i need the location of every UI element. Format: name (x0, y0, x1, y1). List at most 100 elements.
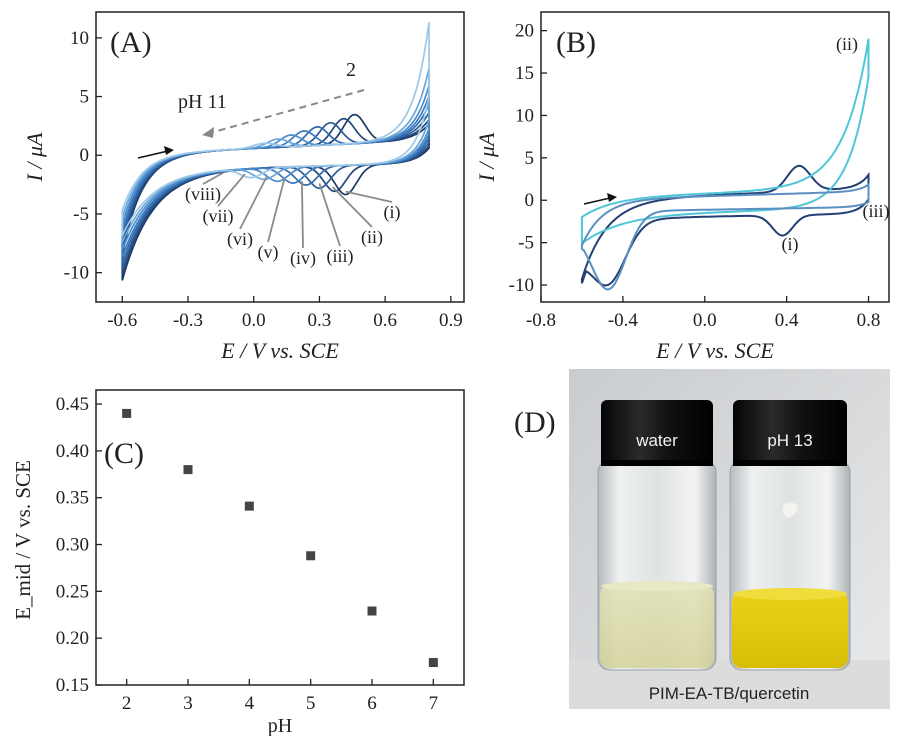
vial-water-meniscus (601, 581, 713, 591)
panel-a-callout-line (217, 173, 246, 207)
panel-b-curves (580, 38, 870, 291)
panel-c-ytick-label: 0.40 (56, 441, 89, 462)
panel-d-photo: water pH 13 PIM-EA-TB/quercetin (D) (514, 369, 890, 709)
panel-b-curve-label-iii: (iii) (863, 201, 890, 222)
panel-b-scan-arrowhead (607, 193, 617, 202)
panel-c-xtick-label: 3 (183, 693, 193, 714)
panel-b-ytick-label: 5 (525, 148, 535, 169)
panel-b-xlabel: E / V vs. SCE (655, 338, 774, 363)
panel-a-ticks: -0.6 -0.3 0.0 0.3 0.6 0.9 -10 -5 0 5 10 (64, 28, 463, 331)
panel-a-callout-line (331, 186, 373, 228)
panel-c-point (244, 501, 254, 511)
panel-c-xtick-label: 4 (245, 693, 255, 714)
panel-a-frame (95, 11, 465, 303)
panel-b-ytick-label: -5 (518, 233, 534, 254)
panel-b-ticks: -0.8 -0.4 0.0 0.4 0.8 -10 -5 0 5 10 15 20 (509, 21, 881, 331)
panel-b-curve-label-ii: (ii) (836, 34, 858, 55)
panel-b-xtick-label: 0.0 (693, 310, 717, 331)
panel-a-curve-label: (iv) (290, 248, 316, 269)
vial-ph13-cap (733, 400, 847, 466)
panel-a-xtick-label: -0.6 (107, 310, 137, 331)
panel-c-xlabel: pH (268, 715, 292, 736)
panel-c-point (306, 551, 316, 561)
panel-a-callout-line (267, 178, 286, 243)
panel-c-point (183, 465, 193, 475)
panel-a-xtick-label: 0.3 (308, 310, 332, 331)
panel-b-ytick-label: 20 (515, 21, 534, 42)
panel-c-points (122, 408, 438, 668)
panel-b-ytick-label: 15 (515, 63, 534, 84)
panel-b-scan-arrow (583, 197, 611, 205)
panel-a-curve-label: (iii) (327, 246, 354, 267)
vial-ph13-liquid (732, 592, 848, 668)
panel-b-xtick-label: 0.4 (775, 310, 799, 331)
panel-a-xlabel: E / V vs. SCE (220, 338, 339, 363)
panel-a-ph-annotation: pH 11 (178, 91, 227, 113)
panel-c-point (367, 606, 377, 616)
panel-b-series-3 (580, 182, 870, 291)
panel-c-xtick-label: 7 (429, 693, 439, 714)
vial-water-label: water (635, 431, 678, 450)
panel-b-ytick-label: 10 (515, 105, 534, 126)
photo-caption: PIM-EA-TB/quercetin (649, 684, 810, 703)
panel-a-xtick-label: 0.9 (439, 310, 463, 331)
panel-a-ytick-label: 10 (70, 28, 89, 49)
panel-a-callout-line (318, 183, 341, 247)
panel-c-ytick-label: 0.30 (56, 535, 89, 556)
vial-ph13-cap-ridge (733, 460, 847, 466)
panel-a-dashed-arrowhead (202, 127, 214, 138)
panel-c-point (428, 658, 438, 668)
panel-a-callout-line (301, 181, 304, 249)
panel-c-ytick-label: 0.20 (56, 628, 89, 649)
panel-c-ylabel: E_mid / V vs. SCE (11, 460, 35, 620)
vial-water-cap (601, 400, 713, 466)
vial-ph13-label: pH 13 (767, 431, 812, 450)
panel-a-scan-arrow (137, 150, 169, 159)
panel-a-series-8 (121, 22, 430, 237)
panel-a-label: (A) (110, 26, 152, 59)
panel-a-xtick-label: 0.6 (373, 310, 397, 331)
panel-b-ytick-label: -10 (509, 275, 534, 296)
panel-a-callout-line (239, 175, 268, 230)
panel-c-ytick-label: 0.25 (56, 581, 89, 602)
panel-a-curve-label: (vii) (203, 206, 234, 227)
panel-a-curve-label: (vi) (227, 229, 253, 250)
panel-c-point (122, 408, 132, 418)
panel-a-curve-label: (v) (258, 242, 279, 263)
panel-a-ytick-label: -5 (73, 204, 89, 225)
panel-c-ytick-label: 0.35 (56, 488, 89, 509)
panel-b-curve-label-i: (i) (782, 234, 799, 255)
panel-a-ytick-label: 0 (80, 145, 90, 166)
vial-ph13-meniscus (733, 588, 847, 600)
panel-b-chart: -0.8 -0.4 0.0 0.4 0.8 -10 -5 0 5 10 15 20 (B) (i) (… (474, 11, 890, 363)
panel-c-ticks: 2 3 4 5 6 7 0.15 0.20 0.25 0.30 0.35 0.40 0.45 (56, 394, 438, 714)
panel-a-2-annotation: 2 (346, 59, 356, 81)
vial-ph13: pH 13 (729, 400, 851, 671)
panel-a-callout-line (345, 190, 393, 203)
panel-a-curve-label: (i) (384, 202, 401, 223)
panel-a-ylabel: I / μA (22, 132, 47, 182)
panel-a-dashed-arrow (209, 89, 365, 134)
panel-b-frame (540, 11, 890, 303)
panel-a-curves (121, 22, 430, 281)
panel-b-xtick-label: -0.8 (526, 310, 556, 331)
vial-ph13-film (782, 502, 798, 518)
panel-c-ytick-label: 0.45 (56, 394, 89, 415)
panel-c-xtick-label: 6 (367, 693, 377, 714)
panel-b-series-1 (580, 164, 870, 287)
panel-a-callout-line (202, 172, 224, 185)
panel-b-xtick-label: 0.8 (857, 310, 881, 331)
panel-a-curve-label: (ii) (361, 227, 383, 248)
panel-b-ylabel: I / μA (474, 132, 499, 182)
panel-c-xtick-label: 2 (122, 693, 132, 714)
panel-a-scan-arrowhead (164, 146, 174, 155)
vial-water-cap-ridge (601, 460, 713, 466)
panel-c-chart: 2 3 4 5 6 7 0.15 0.20 0.25 0.30 0.35 0.40 0.45 (C) p… (11, 389, 465, 737)
vial-water-liquid (600, 585, 714, 668)
panel-a-callouts: (i)(ii) (iii) (iv) (v)(vi)(vii)(viii) (185, 172, 401, 269)
panel-a-xtick-label: 0.0 (242, 310, 266, 331)
panel-c-xtick-label: 5 (306, 693, 316, 714)
panel-c-frame (95, 389, 465, 686)
